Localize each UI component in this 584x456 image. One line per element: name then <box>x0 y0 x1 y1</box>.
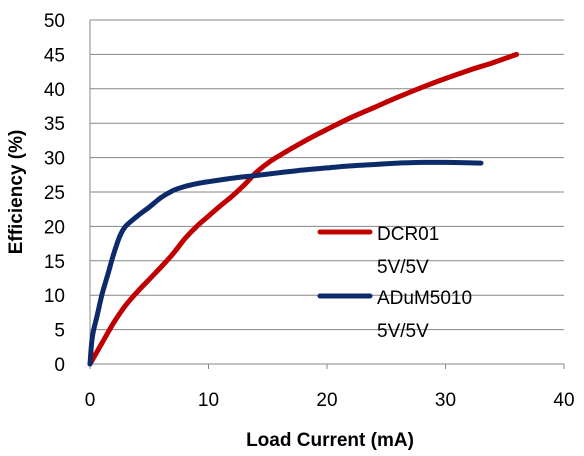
y-tick-label: 20 <box>44 217 65 238</box>
x-axis-title: Load Current (mA) <box>246 430 414 451</box>
x-tick-label: 20 <box>316 390 337 411</box>
y-tick-label: 25 <box>44 183 65 204</box>
y-tick-label: 5 <box>54 321 65 342</box>
y-tick-label: 40 <box>44 80 65 101</box>
series-line-0 <box>87 51 520 367</box>
x-tick-labels: 0 10 20 30 40 <box>85 390 575 411</box>
x-tick-label: 30 <box>435 390 456 411</box>
legend-label-1: 5V/5V <box>377 321 429 342</box>
series-line-1 <box>87 159 484 367</box>
gridlines <box>90 19 564 331</box>
y-tick-label: 0 <box>54 355 65 376</box>
y-tick-label: 45 <box>44 45 65 66</box>
x-tick-label: 0 <box>85 390 96 411</box>
y-tick-labels: 0 5 10 15 20 25 30 35 40 45 50 <box>44 11 65 376</box>
y-tick-label: 15 <box>44 252 65 273</box>
x-tick-label: 10 <box>198 390 219 411</box>
series-lines <box>87 51 520 367</box>
legend: DCR01 5V/5V ADuM5010 5V/5V <box>317 224 472 342</box>
legend-label-0: 5V/5V <box>377 257 429 278</box>
axes <box>89 20 565 369</box>
y-tick-label: 50 <box>44 11 65 32</box>
y-tick-label: 35 <box>44 114 65 135</box>
legend-label-0: DCR01 <box>377 224 439 245</box>
y-tick-label: 10 <box>44 286 65 307</box>
y-axis-title: Efficiency (%) <box>6 130 27 255</box>
y-tick-label: 30 <box>44 149 65 170</box>
x-tick-label: 40 <box>553 390 574 411</box>
legend-label-1: ADuM5010 <box>377 288 472 309</box>
